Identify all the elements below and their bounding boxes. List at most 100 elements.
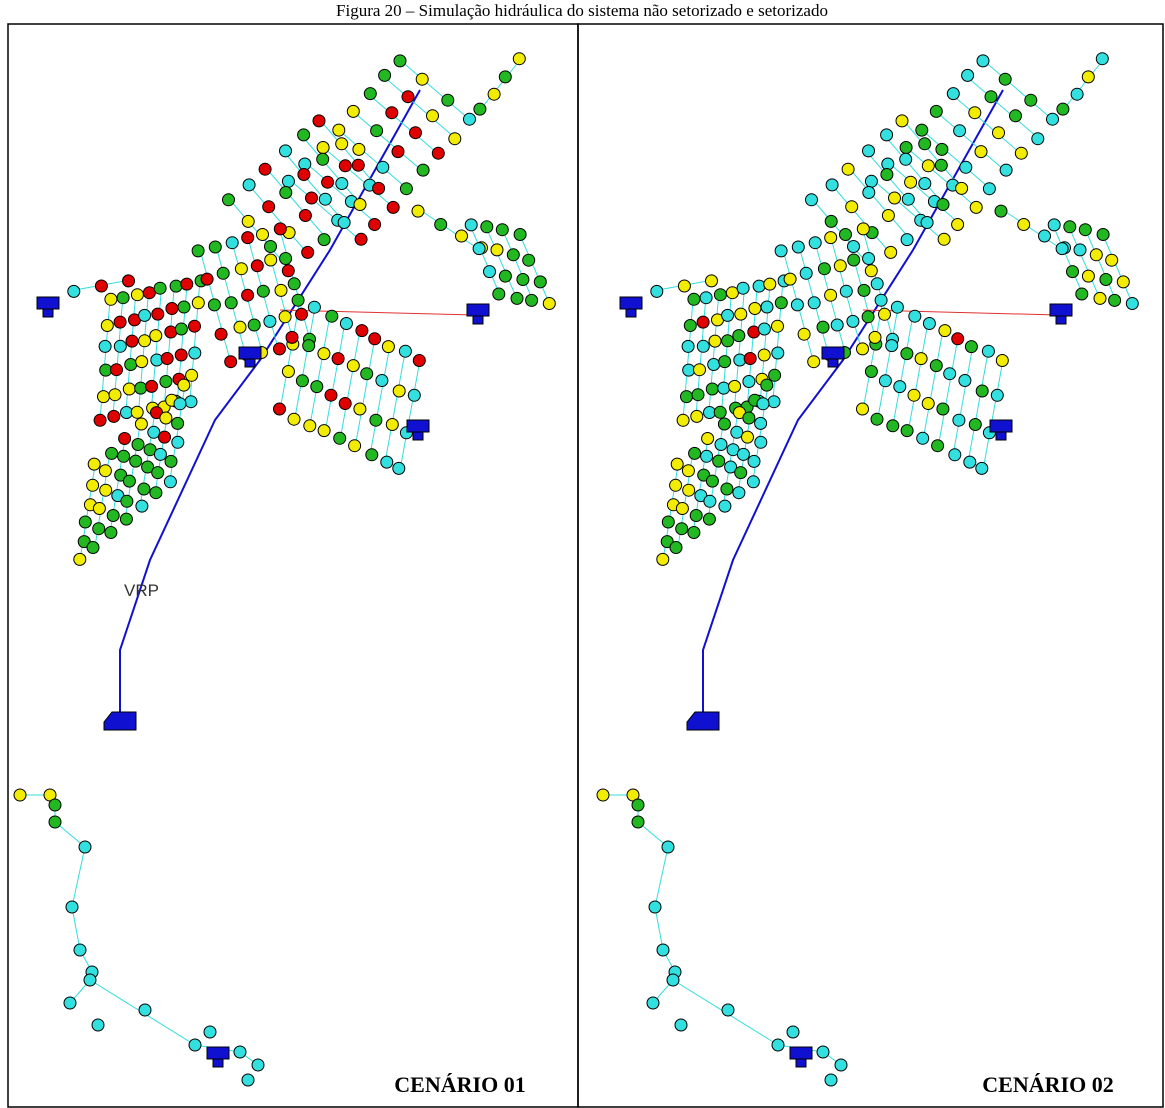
junction [792,241,804,253]
junction [274,403,286,415]
junction [840,229,852,241]
junction [106,447,118,459]
junction [282,366,294,378]
junction [835,1059,847,1071]
junction [825,215,837,227]
junction [126,335,138,347]
junction [361,368,373,380]
junction [965,341,977,353]
junction [964,456,976,468]
junction [959,375,971,387]
junction [373,182,385,194]
junction [379,69,391,81]
junction [947,88,959,100]
junction [166,303,178,315]
junction [392,146,404,158]
junction [333,124,345,136]
junction [146,380,158,392]
junction [303,340,315,352]
junction [775,245,787,257]
junction [1071,88,1083,100]
junction [743,412,755,424]
junction [977,55,989,67]
junction [881,169,893,181]
junction [995,205,1007,217]
junction [798,328,810,340]
junction [98,391,110,403]
junction [189,347,201,359]
junction [161,353,173,365]
junction [172,436,184,448]
junction [201,273,213,285]
junction [709,335,721,347]
junction [377,161,389,173]
tank [43,309,53,317]
junction [336,178,348,190]
junction [889,192,901,204]
junction [326,310,338,322]
junction [919,138,931,150]
junction [706,475,718,487]
junction [718,382,730,394]
junction [713,455,725,467]
junction [755,417,767,429]
junction [901,348,913,360]
junction [14,789,26,801]
junction [808,356,820,368]
junction [647,997,659,1009]
junction [154,448,166,460]
junction [317,142,329,154]
junction [983,183,995,195]
junction [869,331,881,343]
junction [818,263,830,275]
junction [848,254,860,266]
tank [626,309,636,317]
junction [204,1026,216,1038]
junction [511,292,523,304]
junction [170,280,182,292]
junction [325,389,337,401]
junction [148,426,160,438]
junction [449,133,461,145]
junction [985,91,997,103]
junction [768,396,780,408]
junction [722,309,734,321]
junction [393,462,405,474]
junction [952,333,964,345]
junction [772,320,784,332]
junction [340,318,352,330]
junction [172,417,184,429]
junction [718,418,730,430]
junction [758,349,770,361]
junction [376,375,388,387]
junction [923,318,935,330]
junction [242,1074,254,1086]
junction [296,375,308,387]
junction [891,301,903,313]
junction [744,353,756,365]
junction [152,467,164,479]
junction [936,143,948,155]
scenario-label: CENÁRIO 01 [394,1072,525,1097]
junction [87,479,99,491]
junction [496,224,508,236]
junction [935,159,947,171]
junction [394,55,406,67]
junction [758,323,770,335]
junction [399,345,411,357]
junction [292,294,304,306]
junction [1025,94,1037,106]
junction [464,113,476,125]
tank [239,347,261,359]
junction [257,285,269,297]
junction [298,169,310,181]
junction [186,369,198,381]
junction [74,944,86,956]
junction [49,799,61,811]
junction [808,297,820,309]
junction [408,389,420,401]
junction [336,138,348,150]
junction [737,282,749,294]
junction [683,364,695,376]
junction [311,381,323,393]
